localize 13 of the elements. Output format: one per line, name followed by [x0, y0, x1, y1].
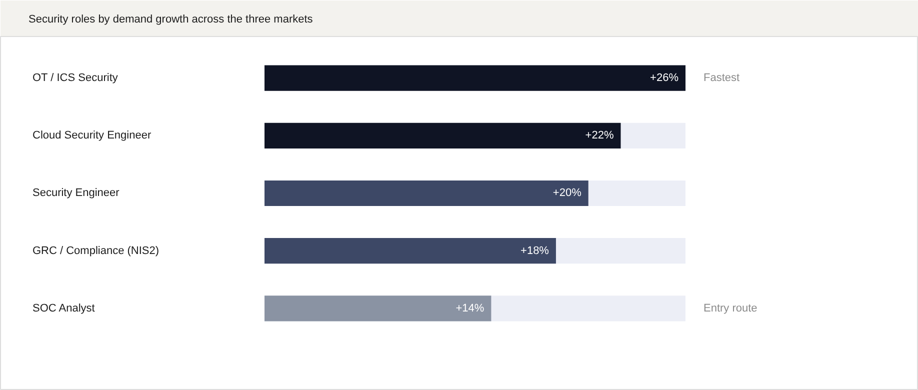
y-tick-label: SOC Analyst [32, 302, 95, 314]
y-tick-label: OT / ICS Security [32, 72, 118, 84]
y-tick-label: GRC / Compliance (NIS2) [32, 244, 160, 257]
data-label: +20% [552, 187, 582, 200]
y-tick-label: Security Engineer [32, 187, 120, 200]
data-label: +26% [650, 72, 679, 84]
text: Security roles by demand growth across the three markets [28, 14, 314, 26]
text: Fastest [704, 72, 740, 84]
data-label: +14% [456, 302, 484, 314]
text: Entry route [704, 302, 758, 314]
y-tick-label: Cloud Security Engineer [32, 130, 152, 142]
data-label: +18% [520, 244, 550, 257]
data-label: +22% [585, 130, 614, 142]
